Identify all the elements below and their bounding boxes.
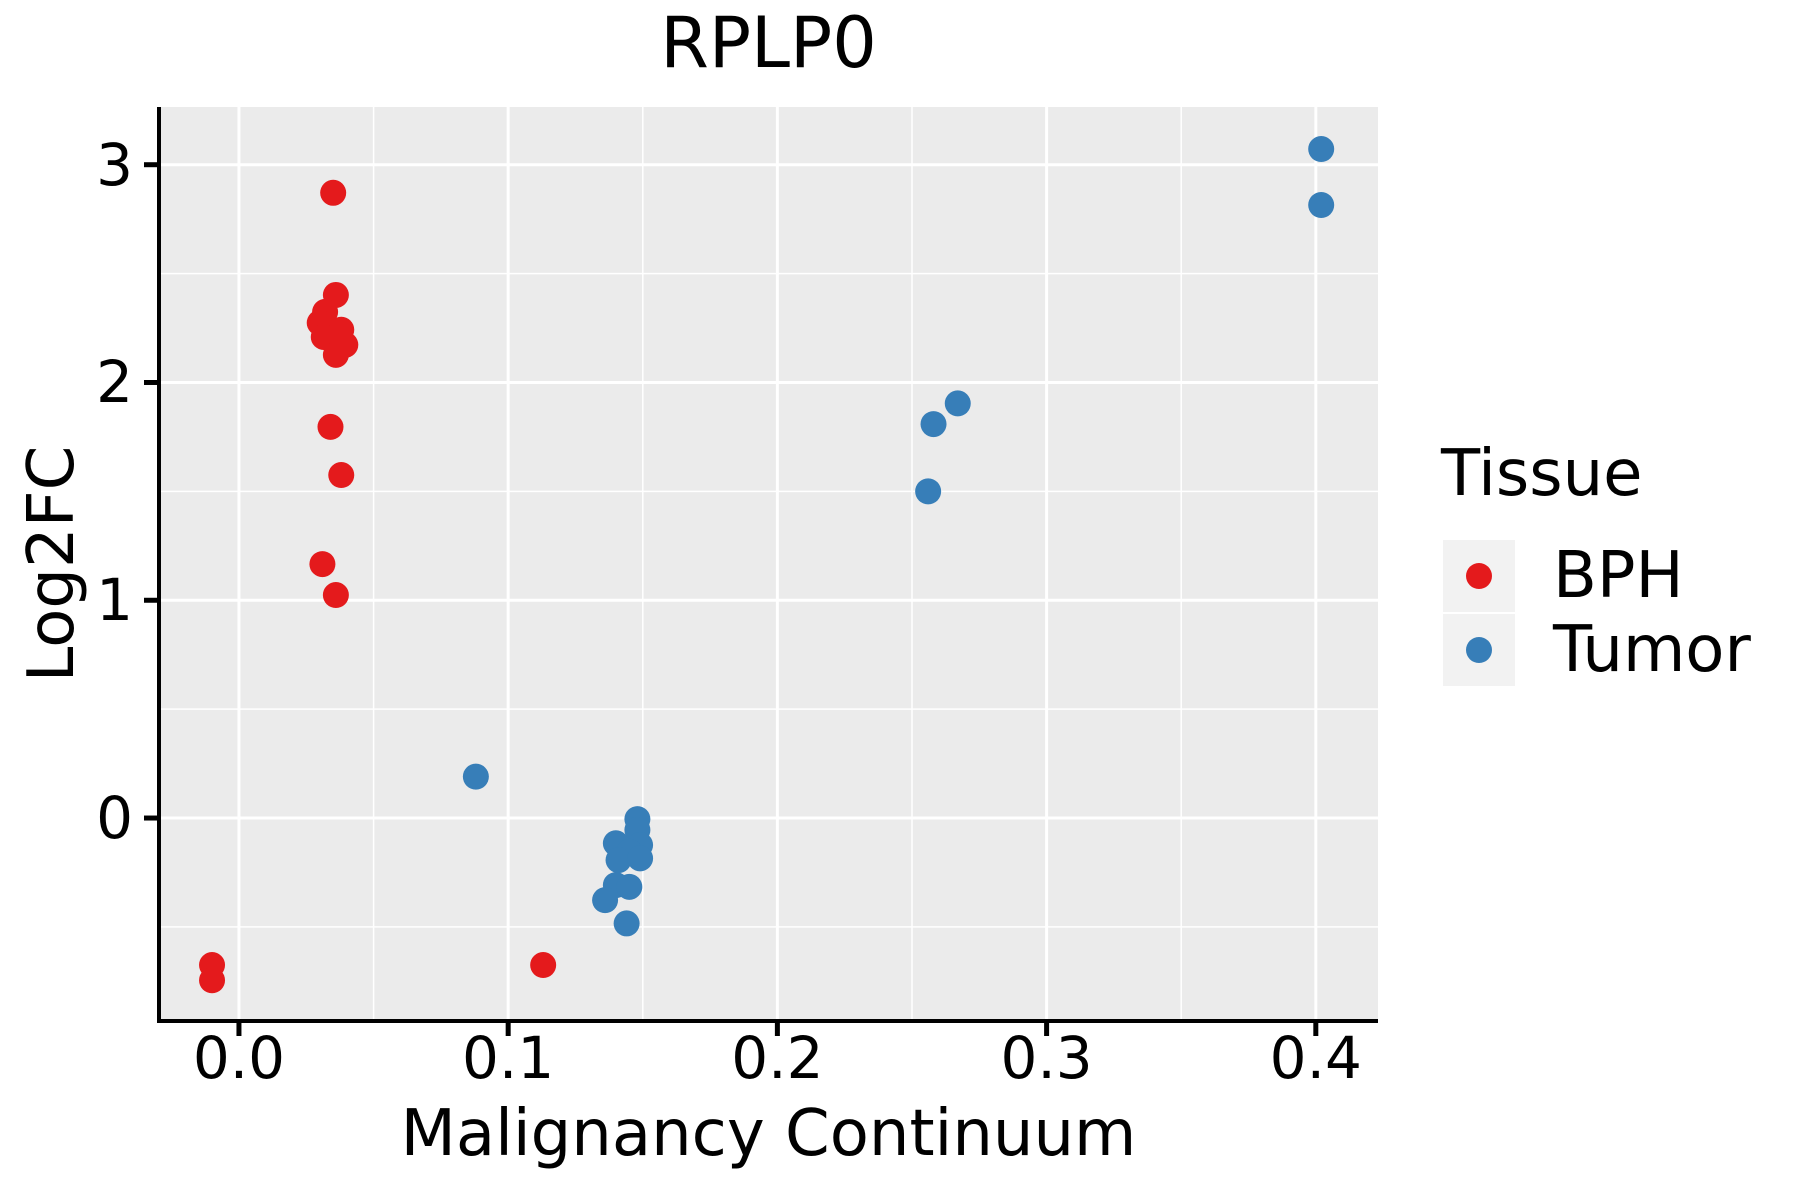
data-point-bph xyxy=(320,179,347,206)
y-tick-label: 1 xyxy=(96,566,133,635)
data-point-tumor xyxy=(616,873,643,900)
data-point-tumor xyxy=(605,847,632,874)
x-tick-label: 0.2 xyxy=(731,1024,824,1092)
data-point-tumor xyxy=(1308,191,1335,218)
legend-item-bph: BPH xyxy=(1443,540,1684,612)
data-point-tumor xyxy=(613,910,640,937)
x-tick-label: 0.1 xyxy=(462,1024,555,1092)
data-point-tumor xyxy=(915,478,942,505)
plot-title: RPLP0 xyxy=(660,2,877,84)
y-tick-label: 2 xyxy=(96,348,133,417)
data-point-bph xyxy=(530,952,557,979)
data-point-bph xyxy=(322,341,349,368)
data-point-tumor xyxy=(944,390,971,417)
legend-dot-bph-icon xyxy=(1466,563,1492,589)
data-point-bph xyxy=(317,413,344,440)
data-point-tumor xyxy=(920,411,947,438)
legend-dot-tumor-icon xyxy=(1466,637,1492,663)
data-point-bph xyxy=(328,462,355,489)
legend-key-bph xyxy=(1443,540,1515,612)
x-tick-label: 0.0 xyxy=(192,1024,286,1092)
panel-background xyxy=(159,107,1378,1021)
x-tick-label: 0.3 xyxy=(1000,1024,1093,1092)
data-point-tumor xyxy=(592,887,619,914)
y-tick-label: 0 xyxy=(96,784,133,853)
data-point-tumor xyxy=(627,845,654,872)
legend-item-tumor: Tumor xyxy=(1443,614,1751,686)
legend-label-tumor: Tumor xyxy=(1553,613,1751,687)
data-point-bph xyxy=(309,551,336,578)
data-point-bph xyxy=(199,967,226,994)
data-point-tumor xyxy=(462,763,489,790)
legend-label-bph: BPH xyxy=(1553,539,1684,613)
x-tick-label: 0.4 xyxy=(1269,1024,1362,1092)
data-point-tumor xyxy=(1308,136,1335,163)
legend-title: Tissue xyxy=(1441,437,1643,511)
data-point-bph xyxy=(322,582,349,609)
y-tick-label: 3 xyxy=(96,130,133,199)
x-axis-title: Malignancy Continuum xyxy=(400,1097,1137,1171)
legend-key-tumor xyxy=(1443,614,1515,686)
